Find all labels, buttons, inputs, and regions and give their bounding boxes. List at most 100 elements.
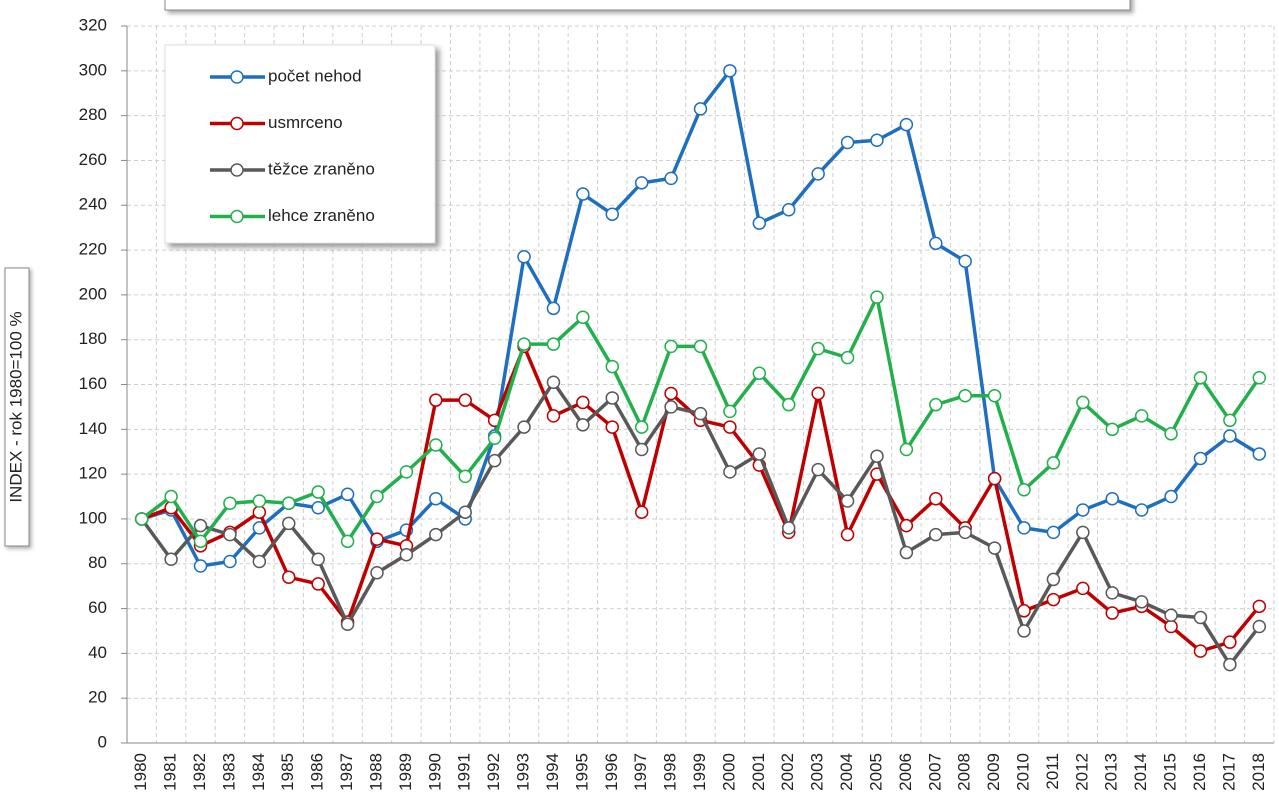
- x-tick-label: 2015: [1161, 753, 1180, 791]
- x-tick-label: 1987: [337, 753, 356, 791]
- marker: [1017, 483, 1031, 497]
- marker: [282, 516, 296, 531]
- y-label-box: [4, 267, 30, 547]
- marker: [723, 64, 737, 78]
- x-tick-label: 2011: [1043, 753, 1062, 790]
- y-tick-label: 260: [79, 150, 107, 169]
- marker: [576, 395, 590, 410]
- marker: [634, 420, 649, 434]
- marker: [223, 554, 237, 569]
- x-tick-label: 1988: [366, 753, 385, 791]
- marker: [840, 527, 855, 542]
- marker: [752, 216, 767, 230]
- x-tick-label: 1996: [602, 753, 621, 791]
- x-tick-label: 1990: [425, 753, 444, 791]
- legend-marker: [230, 209, 244, 224]
- marker: [1252, 447, 1267, 461]
- marker: [576, 187, 590, 201]
- marker: [840, 494, 855, 508]
- marker: [458, 505, 472, 519]
- marker: [1105, 492, 1119, 506]
- marker: [899, 117, 914, 132]
- marker: [693, 339, 708, 354]
- marker: [1076, 581, 1090, 596]
- x-tick-label: 2003: [808, 753, 827, 791]
- marker: [311, 485, 325, 499]
- marker: [1223, 429, 1237, 443]
- marker: [1193, 644, 1208, 658]
- marker: [987, 471, 1002, 486]
- marker: [1046, 592, 1061, 607]
- y-tick-label: 220: [79, 240, 107, 259]
- x-tick-label: 2004: [837, 753, 856, 791]
- marker: [370, 565, 384, 580]
- marker: [517, 250, 531, 264]
- marker: [723, 420, 737, 434]
- x-tick-label: 2006: [896, 753, 915, 791]
- marker: [1164, 619, 1178, 634]
- marker: [399, 548, 414, 562]
- x-tick-label: 1998: [661, 753, 680, 791]
- legend-marker: [230, 70, 244, 84]
- y-tick-label: 0: [98, 732, 107, 751]
- legend-marker: [230, 116, 244, 131]
- marker: [1046, 525, 1061, 540]
- x-tick-label: 2000: [719, 753, 738, 791]
- x-tick-label: 1984: [249, 753, 268, 791]
- marker: [958, 388, 972, 403]
- y-tick-label: 140: [79, 419, 107, 438]
- legend-label: těžce zraněno: [268, 159, 375, 178]
- marker: [1252, 619, 1267, 634]
- marker: [429, 393, 443, 407]
- x-tick-label: 2001: [749, 753, 768, 791]
- x-tick-label: 2005: [866, 753, 885, 791]
- marker: [193, 518, 208, 533]
- marker: [576, 418, 590, 432]
- x-tick-label: 1986: [308, 753, 327, 791]
- marker: [546, 301, 561, 316]
- marker: [429, 438, 443, 452]
- marker: [840, 135, 855, 150]
- y-tick-label: 240: [79, 195, 107, 214]
- marker: [1076, 503, 1090, 517]
- marker: [517, 420, 531, 434]
- marker: [958, 254, 972, 269]
- marker: [1223, 657, 1237, 672]
- x-tick-label: 2014: [1131, 753, 1150, 791]
- y-tick-label: 60: [88, 598, 107, 617]
- marker: [987, 388, 1002, 403]
- series-line: [141, 344, 1261, 653]
- marker: [1193, 371, 1208, 385]
- marker: [311, 500, 325, 515]
- marker: [811, 167, 825, 181]
- marker: [340, 534, 355, 549]
- marker: [664, 400, 678, 414]
- marker: [781, 202, 796, 217]
- y-tick-label: 40: [88, 643, 107, 662]
- marker: [487, 453, 502, 468]
- marker: [605, 207, 620, 221]
- x-tick-label: 1992: [484, 753, 503, 791]
- marker: [1193, 451, 1208, 466]
- x-tick-label: 2016: [1190, 753, 1209, 791]
- x-tick-label: 2009: [984, 753, 1003, 791]
- marker: [1134, 503, 1149, 517]
- marker: [340, 487, 355, 502]
- x-tick-label: 1991: [455, 753, 474, 791]
- marker: [605, 420, 620, 434]
- marker: [282, 570, 296, 584]
- marker: [840, 350, 855, 365]
- marker: [811, 386, 825, 401]
- legend-marker: [230, 163, 244, 177]
- marker: [517, 337, 531, 351]
- y-tick-label: 280: [79, 105, 107, 124]
- marker: [311, 552, 325, 567]
- marker: [164, 489, 178, 504]
- y-tick-label: 120: [79, 464, 107, 483]
- x-tick-label: 1981: [161, 753, 180, 791]
- marker: [634, 176, 649, 190]
- marker: [1252, 599, 1267, 614]
- marker: [134, 512, 149, 526]
- marker: [223, 527, 237, 542]
- x-tick-label: 1999: [690, 753, 709, 791]
